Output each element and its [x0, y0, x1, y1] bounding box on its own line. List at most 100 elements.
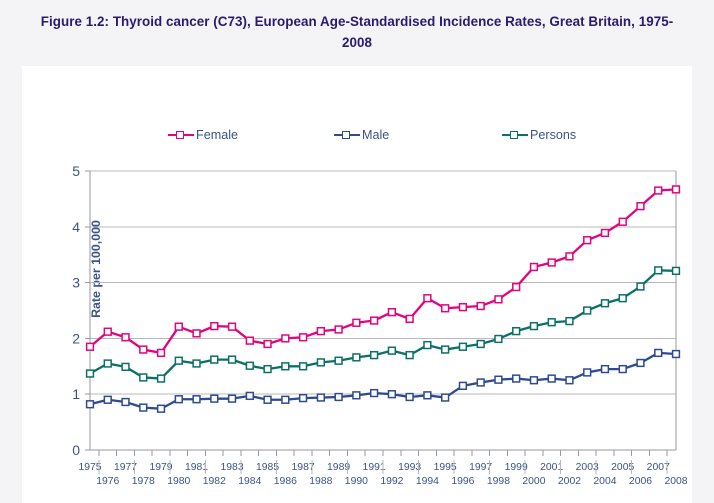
x-tick-label: 1994 — [416, 476, 439, 487]
data-point — [352, 353, 361, 362]
data-point — [369, 388, 379, 398]
data-point — [529, 376, 539, 385]
data-point — [210, 355, 219, 364]
data-point — [654, 186, 663, 195]
y-tick-label: 3 — [72, 275, 80, 291]
data-point — [494, 334, 503, 344]
data-point — [352, 318, 361, 327]
data-point — [423, 294, 432, 303]
x-tick-label: 1984 — [238, 476, 261, 487]
x-tick-label: 1982 — [203, 476, 226, 487]
legend-item-male[interactable]: Male — [334, 124, 389, 146]
data-point — [636, 282, 645, 291]
data-point — [103, 359, 112, 368]
x-tick-label: 1991 — [363, 462, 386, 473]
data-point — [281, 395, 290, 404]
legend-item-persons[interactable]: Persons — [502, 124, 576, 146]
legend-marker-female — [176, 131, 184, 139]
data-point — [263, 339, 272, 349]
data-point — [441, 304, 450, 313]
data-point — [636, 202, 645, 211]
data-point — [565, 316, 574, 326]
y-tick-label: 2 — [72, 330, 80, 346]
data-point — [210, 321, 219, 331]
data-point — [618, 364, 627, 374]
data-point — [476, 339, 485, 349]
plot-area: Rate per 100,000 0 1 2 3 4 5 1975 1976 1977 1978 1… — [22, 66, 692, 503]
series-male — [85, 348, 681, 413]
x-tick-label: 1989 — [327, 462, 350, 473]
data-point — [192, 359, 201, 368]
data-point — [512, 282, 521, 292]
data-point — [671, 185, 681, 194]
data-point — [298, 393, 308, 403]
data-point — [654, 266, 663, 275]
data-point — [671, 266, 681, 276]
data-point — [121, 333, 130, 342]
data-point — [334, 325, 343, 334]
data-point — [121, 397, 130, 407]
data-point — [547, 374, 556, 383]
data-point — [192, 329, 201, 338]
data-point — [263, 395, 272, 404]
data-point — [458, 381, 468, 390]
data-point — [139, 403, 148, 412]
data-point — [387, 346, 397, 355]
data-point — [352, 391, 361, 400]
legend-marker-persons — [510, 131, 518, 139]
data-point — [476, 378, 485, 387]
series-female — [85, 185, 681, 358]
data-point — [334, 356, 343, 365]
data-point — [512, 374, 521, 383]
data-point — [547, 258, 556, 267]
y-tick-label: 5 — [72, 163, 80, 179]
legend-label-female: Female — [196, 128, 238, 142]
x-tick-label: 1981 — [185, 462, 208, 473]
data-point — [600, 364, 610, 374]
data-point — [671, 349, 681, 359]
x-tick-label: 1983 — [220, 462, 243, 473]
data-point — [85, 342, 95, 351]
x-tick-label: 1993 — [398, 462, 421, 473]
y-tick-label: 4 — [72, 219, 80, 235]
data-point — [458, 303, 468, 312]
x-tick-label: 2004 — [593, 476, 616, 487]
data-point — [156, 348, 166, 358]
data-point — [405, 314, 414, 324]
x-tick-label: 1975 — [78, 462, 101, 473]
data-point — [583, 306, 592, 315]
x-tick-label: 2005 — [611, 462, 634, 473]
data-point — [245, 391, 254, 401]
data-point — [139, 373, 148, 382]
data-point — [227, 322, 237, 331]
data-point — [316, 358, 325, 367]
x-tick-label: 1999 — [505, 462, 528, 473]
data-point — [174, 356, 183, 365]
data-point — [210, 394, 219, 403]
data-point — [494, 295, 503, 304]
x-tick-label: 1978 — [132, 476, 155, 487]
data-point — [121, 362, 130, 372]
data-point — [316, 393, 325, 402]
series-line-male — [88, 351, 678, 410]
data-point — [85, 400, 95, 409]
data-point — [618, 217, 627, 226]
data-point — [298, 362, 308, 371]
x-tick-label: 2008 — [664, 476, 687, 487]
data-point — [618, 294, 627, 303]
data-point — [85, 369, 95, 378]
data-point — [636, 358, 645, 368]
data-point — [103, 327, 112, 336]
x-tick-label: 2007 — [647, 462, 670, 473]
x-tick-label: 1997 — [469, 462, 492, 473]
data-point — [405, 350, 414, 360]
data-point — [600, 299, 610, 308]
data-point — [476, 301, 485, 311]
data-point — [192, 395, 201, 404]
legend-item-female[interactable]: Female — [168, 124, 238, 146]
data-point — [565, 252, 574, 261]
x-tick-label: 1986 — [274, 476, 297, 487]
x-tick-label: 2002 — [558, 476, 581, 487]
series-line-persons — [88, 269, 678, 380]
